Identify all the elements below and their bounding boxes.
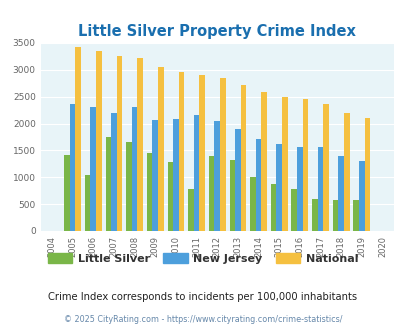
Bar: [296, 148, 302, 231]
Bar: [214, 121, 220, 231]
Bar: [302, 99, 307, 231]
Bar: [208, 156, 214, 231]
Bar: [126, 142, 132, 231]
Bar: [188, 189, 193, 231]
Legend: Little Silver, New Jersey, National: Little Silver, New Jersey, National: [43, 248, 362, 268]
Title: Little Silver Property Crime Index: Little Silver Property Crime Index: [78, 24, 355, 39]
Bar: [220, 78, 225, 231]
Bar: [249, 177, 255, 231]
Text: © 2025 CityRating.com - https://www.cityrating.com/crime-statistics/: © 2025 CityRating.com - https://www.city…: [64, 315, 341, 324]
Bar: [353, 200, 358, 231]
Bar: [343, 113, 349, 231]
Bar: [229, 160, 234, 231]
Bar: [178, 72, 184, 231]
Bar: [132, 107, 137, 231]
Bar: [96, 51, 101, 231]
Bar: [317, 148, 322, 231]
Bar: [70, 104, 75, 231]
Bar: [291, 189, 296, 231]
Bar: [332, 200, 337, 231]
Bar: [337, 156, 343, 231]
Bar: [90, 107, 96, 231]
Bar: [111, 113, 116, 231]
Bar: [152, 120, 158, 231]
Bar: [276, 145, 281, 231]
Bar: [64, 155, 70, 231]
Bar: [158, 67, 163, 231]
Bar: [137, 58, 143, 231]
Bar: [105, 137, 111, 231]
Bar: [173, 119, 178, 231]
Bar: [75, 47, 81, 231]
Bar: [240, 85, 245, 231]
Bar: [255, 139, 261, 231]
Bar: [147, 153, 152, 231]
Bar: [234, 129, 240, 231]
Bar: [85, 175, 90, 231]
Bar: [199, 75, 205, 231]
Bar: [322, 104, 328, 231]
Text: Crime Index corresponds to incidents per 100,000 inhabitants: Crime Index corresponds to incidents per…: [48, 292, 357, 302]
Bar: [116, 55, 122, 231]
Bar: [193, 115, 199, 231]
Bar: [270, 184, 276, 231]
Bar: [167, 162, 173, 231]
Bar: [364, 117, 369, 231]
Bar: [358, 161, 364, 231]
Bar: [281, 97, 287, 231]
Bar: [261, 92, 266, 231]
Bar: [311, 199, 317, 231]
